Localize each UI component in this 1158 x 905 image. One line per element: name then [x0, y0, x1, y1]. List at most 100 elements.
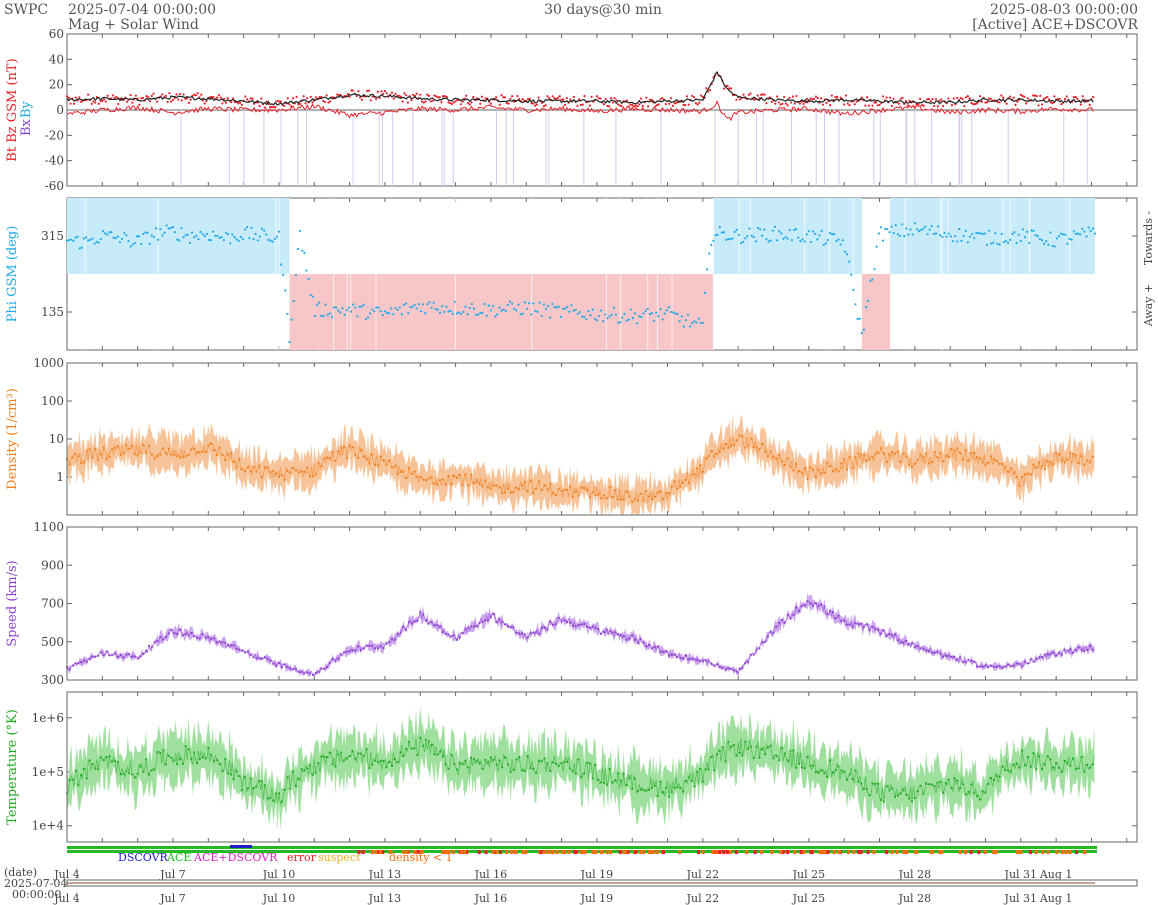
- bt-line: [66, 71, 1094, 106]
- phi-point: [453, 300, 456, 303]
- bz-point: [1023, 95, 1026, 98]
- bz-point: [682, 103, 685, 106]
- bz-point: [694, 102, 697, 105]
- phi-point: [962, 235, 965, 238]
- bz-point: [385, 92, 388, 95]
- strip-flag: [560, 850, 564, 854]
- bz-point: [798, 102, 802, 105]
- phi-point: [460, 312, 463, 315]
- bz-point: [171, 98, 175, 102]
- phi-point: [432, 301, 435, 304]
- phi-point: [996, 242, 999, 245]
- phi-point: [720, 231, 724, 234]
- bz-point: [420, 100, 424, 103]
- phi-point: [381, 313, 384, 317]
- phi-point: [332, 306, 336, 309]
- phi-point: [341, 307, 344, 310]
- bz-point: [367, 89, 371, 92]
- phi-point: [994, 232, 997, 235]
- bz-point: [141, 96, 145, 100]
- bz-point: [74, 96, 77, 99]
- phi-point: [273, 237, 276, 241]
- phi-point: [871, 278, 874, 281]
- speed-panel: 300 500 700 900 1100 Speed (km/s): [5, 520, 1138, 687]
- bz-point: [375, 97, 378, 101]
- phi-point: [284, 289, 287, 292]
- phi-point: [1089, 229, 1092, 232]
- bz-point: [177, 98, 180, 101]
- bz-point: [1021, 94, 1024, 98]
- phi-point: [186, 233, 189, 236]
- phi-point: [434, 307, 437, 311]
- bz-point: [890, 104, 893, 107]
- bz-point: [314, 96, 318, 99]
- phi-point: [409, 306, 412, 309]
- bz-point: [507, 102, 510, 105]
- bz-point: [675, 101, 678, 104]
- phi-point: [182, 236, 185, 239]
- bz-point: [814, 95, 818, 98]
- strip-flag: [420, 850, 424, 854]
- timeline-slider[interactable]: (date) 2025-07-04 00:00:00: [4, 866, 1138, 901]
- ace-strip-bar: [67, 846, 1097, 849]
- timeline-date-value: 2025-07-04: [4, 877, 67, 890]
- bz-point: [986, 101, 989, 104]
- bz-point: [150, 94, 153, 97]
- bz-point: [615, 99, 618, 102]
- phi-point: [811, 230, 815, 233]
- bz-point: [1014, 103, 1017, 106]
- phi-point: [964, 229, 967, 232]
- bz-point: [102, 98, 106, 101]
- phi-point: [506, 303, 509, 307]
- bz-point: [929, 99, 932, 103]
- phi-point: [992, 241, 995, 244]
- bz-point: [516, 94, 519, 98]
- phi-point: [648, 312, 651, 316]
- phi-point: [106, 233, 109, 236]
- phi-point: [375, 306, 378, 309]
- phi-point: [903, 235, 906, 238]
- phi-point: [354, 306, 357, 309]
- phi-point: [816, 238, 819, 241]
- bz-point: [1092, 95, 1095, 99]
- phi-point: [474, 313, 478, 316]
- phi-point: [678, 319, 681, 323]
- strip-flag: [793, 850, 797, 854]
- strip-flag: [940, 850, 944, 854]
- phi-point: [778, 230, 781, 233]
- bz-point: [938, 99, 941, 102]
- y-tick-label: 10: [49, 432, 64, 446]
- bz-point: [230, 100, 233, 104]
- bz-point: [620, 105, 623, 108]
- bz-point: [117, 102, 120, 106]
- bz-point: [1019, 93, 1022, 96]
- phi-point: [1055, 237, 1058, 240]
- bz-point: [952, 97, 955, 100]
- phi-point: [188, 241, 192, 245]
- phi-point: [771, 229, 774, 232]
- bz-point: [968, 97, 971, 100]
- phi-point: [708, 252, 711, 255]
- strip-flag: [443, 850, 447, 854]
- phi-point: [494, 315, 497, 318]
- strip-flag: [591, 850, 595, 854]
- phi-point: [775, 239, 779, 242]
- bz-point: [1074, 95, 1077, 99]
- bz-point: [1051, 102, 1054, 105]
- phi-point: [795, 228, 798, 231]
- phi-point: [714, 234, 717, 237]
- phi-point: [248, 236, 251, 240]
- phi-point: [142, 232, 145, 236]
- phi-point: [309, 293, 312, 297]
- bz-point: [606, 104, 609, 108]
- phi-point: [1009, 238, 1012, 241]
- phi-point: [1091, 227, 1094, 230]
- phi-point: [894, 224, 897, 227]
- legend-ace: ACE: [166, 851, 191, 864]
- phi-point: [78, 247, 81, 250]
- legend-suspect: suspect: [318, 851, 361, 864]
- bz-point: [145, 95, 148, 98]
- bz-point: [403, 92, 406, 95]
- bz-point: [78, 96, 81, 99]
